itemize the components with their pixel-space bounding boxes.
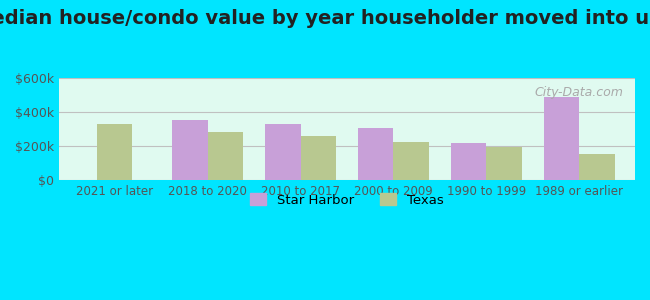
Bar <box>393 142 429 180</box>
Text: Median house/condo value by year householder moved into unit: Median house/condo value by year househo… <box>0 9 650 28</box>
Bar <box>358 128 393 180</box>
Bar <box>265 124 300 180</box>
Bar <box>97 124 133 180</box>
Bar <box>207 132 243 180</box>
Bar <box>451 143 486 180</box>
Bar <box>486 147 522 180</box>
Legend: Star Harbor, Texas: Star Harbor, Texas <box>245 188 448 212</box>
Bar <box>300 136 336 180</box>
Bar <box>579 154 614 180</box>
Bar <box>544 97 579 180</box>
Text: City-Data.com: City-Data.com <box>534 86 623 99</box>
Bar <box>172 120 207 180</box>
